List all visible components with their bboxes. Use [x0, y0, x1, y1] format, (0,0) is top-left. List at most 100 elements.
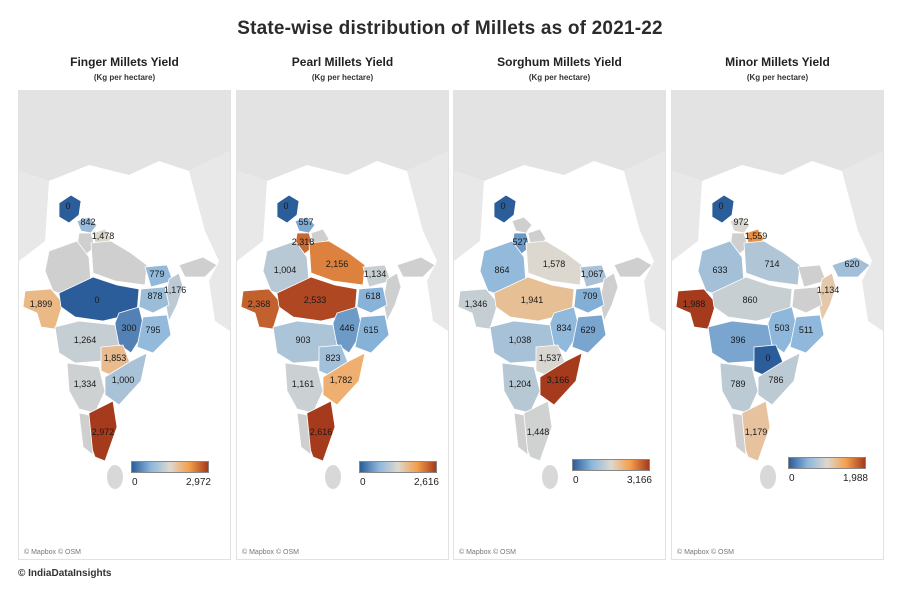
legend-max: 1,988	[842, 473, 868, 484]
legend-gradient	[572, 459, 650, 471]
choropleth-map[interactable]: 0 557 2,318 2,156 1,004 1,134 2,368 2,533 618 446…	[237, 91, 448, 559]
value-label: 446	[339, 323, 354, 333]
neighbouring-land	[189, 151, 230, 331]
panel-subtitle: (Kg per hectare)	[93, 73, 156, 82]
state-chhattisgarh[interactable]	[767, 306, 799, 354]
neighbouring-land	[672, 171, 702, 261]
value-label: 2,318	[292, 237, 315, 247]
value-label: 789	[730, 379, 745, 389]
value-label: 1,134	[817, 285, 840, 295]
value-label: 972	[733, 217, 748, 227]
state-jharkhand[interactable]	[791, 286, 823, 314]
legend-gradient	[131, 461, 209, 473]
sri-lanka-shape	[542, 465, 558, 489]
state-gujarat[interactable]	[675, 288, 717, 330]
map-credit[interactable]: © Mapbox © OSM	[24, 549, 81, 556]
value-label: 618	[365, 291, 380, 301]
state-assam[interactable]	[178, 256, 218, 278]
state-chhattisgarh[interactable]	[114, 306, 146, 354]
choropleth-map[interactable]: 0 972 1,559 633 714 620 1,134 1,988 860 503 511 396…	[672, 91, 883, 559]
value-label: 615	[363, 325, 378, 335]
state-jammu-and-kashmir[interactable]	[711, 194, 735, 224]
state-himachal-pradesh[interactable]	[511, 216, 533, 234]
value-label: 396	[730, 335, 745, 345]
value-label: 300	[121, 323, 136, 333]
value-label: 0	[718, 201, 723, 211]
state-jammu-and-kashmir[interactable]	[58, 194, 82, 224]
state-andhra-pradesh[interactable]	[104, 352, 148, 406]
map-credit[interactable]: © Mapbox © OSM	[459, 549, 516, 556]
main-title: State-wise distribution of Millets as of…	[237, 18, 663, 39]
map-credit[interactable]: © Mapbox © OSM	[242, 549, 299, 556]
state-kerala[interactable]	[513, 412, 529, 456]
value-label: 1,179	[745, 427, 768, 437]
value-label: 823	[325, 353, 340, 363]
state-gujarat[interactable]	[240, 288, 282, 330]
value-label: 620	[844, 259, 859, 269]
state-himachal-pradesh[interactable]	[294, 216, 316, 234]
value-label: 1,853	[104, 353, 127, 363]
state-odisha[interactable]	[789, 314, 825, 354]
map-view[interactable]: 0 972 1,559 633 714 620 1,134 1,988 860 503 511 396…	[671, 90, 884, 560]
state-odisha[interactable]	[571, 314, 607, 354]
value-label: 1,161	[292, 379, 315, 389]
map-view[interactable]: 0 527 864 1,578 1,067 1,346 1,941 709 834 629 1,03…	[453, 90, 666, 560]
map-panel-sorghum-millets: Sorghum Millets Yield (Kg per hectare) 0…	[453, 52, 666, 560]
state-andhra-pradesh[interactable]	[757, 352, 801, 406]
state-uttar-pradesh[interactable]	[743, 240, 801, 286]
panel-subtitle: (Kg per hectare)	[528, 73, 591, 82]
value-label: 779	[149, 269, 164, 279]
state-himachal-pradesh[interactable]	[76, 216, 98, 234]
state-uttar-pradesh[interactable]	[308, 240, 366, 286]
state-andhra-pradesh[interactable]	[539, 352, 583, 406]
state-jharkhand[interactable]	[138, 286, 170, 314]
legend-gradient	[359, 461, 437, 473]
state-chhattisgarh[interactable]	[332, 306, 364, 354]
state-jammu-and-kashmir[interactable]	[276, 194, 300, 224]
value-label: 557	[298, 217, 313, 227]
state-uttar-pradesh[interactable]	[525, 240, 583, 286]
map-panel-pearl-millets: Pearl Millets Yield (Kg per hectare) 0 55…	[236, 52, 449, 560]
choropleth-map[interactable]: 0 527 864 1,578 1,067 1,346 1,941 709 834 629 1,03…	[454, 91, 665, 559]
state-assam[interactable]	[396, 256, 436, 278]
value-label: 795	[145, 325, 160, 335]
state-gujarat[interactable]	[22, 288, 64, 330]
value-label: 1,264	[74, 335, 97, 345]
state-kerala[interactable]	[296, 412, 312, 456]
neighbouring-land	[624, 151, 665, 331]
value-label: 1,134	[364, 269, 387, 279]
panel-title: Minor Millets Yield	[725, 55, 830, 69]
color-legend: 0 2,972	[131, 461, 211, 497]
value-label: 503	[774, 323, 789, 333]
state-uttar-pradesh[interactable]	[90, 240, 148, 286]
map-credit[interactable]: © Mapbox © OSM	[677, 549, 734, 556]
panel-subtitle: (Kg per hectare)	[746, 73, 809, 82]
state-odisha[interactable]	[354, 314, 390, 354]
state-andhra-pradesh[interactable]	[322, 352, 366, 406]
color-legend: 0 2,616	[359, 461, 439, 497]
sri-lanka-shape	[760, 465, 776, 489]
state-jammu-and-kashmir[interactable]	[493, 194, 517, 224]
state-himachal-pradesh[interactable]	[729, 216, 751, 234]
value-label: 1,478	[92, 231, 115, 241]
state-assam[interactable]	[831, 256, 871, 278]
value-label: 3,166	[547, 375, 570, 385]
state-gujarat[interactable]	[457, 288, 499, 330]
value-label: 1,941	[521, 295, 544, 305]
state-chhattisgarh[interactable]	[549, 306, 581, 354]
state-assam[interactable]	[613, 256, 653, 278]
neighbouring-land	[19, 91, 230, 181]
state-jharkhand[interactable]	[573, 286, 605, 314]
state-kerala[interactable]	[731, 412, 747, 456]
neighbouring-land	[454, 91, 665, 181]
panel-title: Finger Millets Yield	[70, 55, 179, 69]
legend-min: 0	[573, 475, 579, 486]
state-odisha[interactable]	[136, 314, 172, 354]
map-view[interactable]: 0 842 1,478 1,899 0 779 878 1,176 300 795 1,264 1,8…	[18, 90, 231, 560]
map-view[interactable]: 0 557 2,318 2,156 1,004 1,134 2,368 2,533 618 446…	[236, 90, 449, 560]
state-jharkhand[interactable]	[356, 286, 388, 314]
value-label: 834	[556, 323, 571, 333]
state-kerala[interactable]	[78, 412, 94, 456]
value-label: 2,972	[92, 427, 115, 437]
